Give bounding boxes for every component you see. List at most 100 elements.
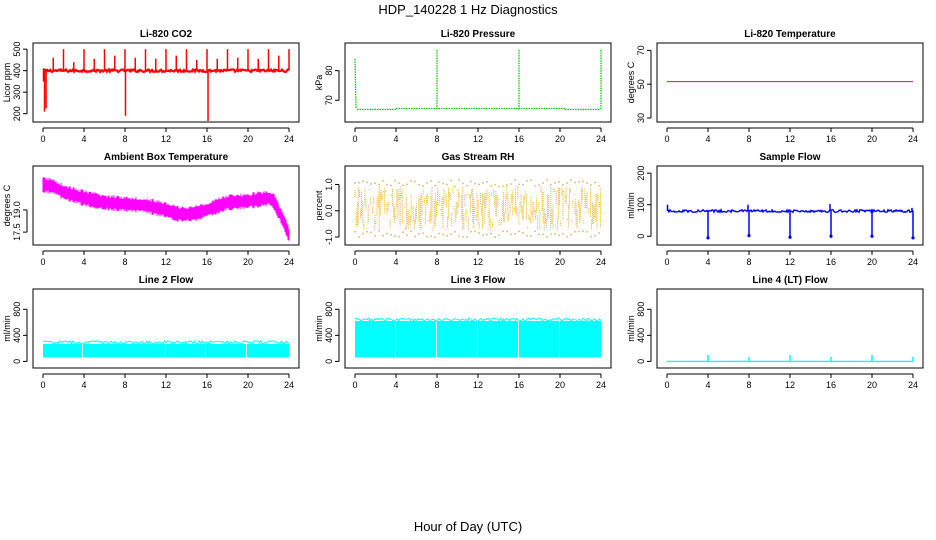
y-axis-label: ml/min: [626, 315, 636, 342]
flow-band: [559, 321, 601, 358]
x-tick-label: 0: [40, 134, 45, 144]
y-tick-label: 30: [636, 113, 646, 123]
y-axis-label: degrees C: [626, 61, 636, 103]
flow-band: [518, 321, 559, 358]
panel-title: Gas Stream RH: [442, 152, 515, 163]
x-tick-label: 20: [867, 257, 877, 267]
pressure-trace: [354, 58, 357, 110]
x-tick-label: 16: [826, 257, 836, 267]
panel-frame: [656, 288, 924, 369]
x-tick-label: 4: [705, 380, 710, 390]
x-tick-label: 16: [514, 257, 524, 267]
trace-point: [870, 234, 874, 238]
panel-title: Li-820 Temperature: [744, 29, 836, 40]
x-tick-label: 16: [826, 380, 836, 390]
panel-frame: [344, 165, 612, 246]
flow-band: [246, 343, 289, 358]
y-tick-label: 70: [636, 45, 646, 55]
x-tick-label: 4: [705, 257, 710, 267]
y-axis-label: percent: [314, 190, 324, 221]
trace-point: [706, 236, 710, 240]
panel-frame: [344, 42, 612, 123]
y-tick-label: 80: [324, 66, 334, 76]
x-axis-title: Hour of Day (UTC): [414, 519, 522, 534]
x-tick-label: 24: [596, 257, 606, 267]
x-tick-label: 8: [434, 380, 439, 390]
y-tick-label: 0.0: [324, 205, 334, 218]
x-tick-label: 4: [81, 380, 86, 390]
flow-band: [82, 343, 165, 358]
y-tick-label: -1.0: [324, 229, 334, 245]
x-tick-label: 4: [705, 134, 710, 144]
x-tick-label: 24: [908, 380, 918, 390]
panel-title: Ambient Box Temperature: [104, 152, 229, 163]
chart-panel-3: Li-820 Temperature 0 4 8 12 16 20 24 30 50 70degre…: [626, 29, 924, 144]
panel-title: Line 4 (LT) Flow: [752, 275, 828, 286]
y-tick-label: 800: [636, 302, 646, 317]
x-tick-label: 12: [785, 380, 795, 390]
y-axis-label: ml/min: [626, 192, 636, 219]
y-tick-label: 200: [12, 106, 22, 121]
y-tick-label: 17.5: [12, 223, 22, 241]
flow-band-edge: [42, 339, 290, 345]
y-axis-label: ml/min: [314, 315, 324, 342]
panel-title: Sample Flow: [759, 152, 820, 163]
flow-band: [43, 343, 82, 358]
x-tick-label: 20: [243, 380, 253, 390]
y-tick-label: 200: [636, 166, 646, 181]
x-tick-label: 20: [867, 134, 877, 144]
x-tick-label: 0: [352, 257, 357, 267]
y-tick-label: 0: [636, 234, 646, 239]
panel-title: Line 3 Flow: [451, 275, 506, 286]
panel-title: Line 2 Flow: [139, 275, 194, 286]
x-tick-label: 12: [161, 380, 171, 390]
y-tick-label: 50: [636, 79, 646, 89]
y-tick-label: 0: [324, 359, 334, 364]
x-tick-label: 24: [284, 134, 294, 144]
x-tick-label: 24: [596, 134, 606, 144]
x-tick-label: 16: [514, 380, 524, 390]
x-tick-label: 24: [284, 257, 294, 267]
x-tick-label: 4: [81, 257, 86, 267]
x-tick-label: 16: [826, 134, 836, 144]
rh-outliers: [354, 179, 600, 239]
chart-panel-5: Gas Stream RH 0 4 8 12 16 20 24 -1.0 0.0 1.0percen…: [314, 152, 612, 267]
y-axis-label: ml/min: [2, 315, 12, 342]
x-tick-label: 8: [746, 134, 751, 144]
y-tick-label: 300: [12, 85, 22, 100]
trace-point: [829, 234, 833, 238]
flow-band: [477, 321, 518, 358]
x-tick-label: 12: [161, 257, 171, 267]
x-tick-label: 8: [122, 257, 127, 267]
x-tick-label: 12: [473, 257, 483, 267]
x-tick-label: 8: [122, 134, 127, 144]
x-tick-label: 4: [81, 134, 86, 144]
x-tick-label: 12: [785, 257, 795, 267]
x-tick-label: 20: [555, 380, 565, 390]
flow-band: [355, 321, 395, 358]
x-tick-label: 0: [40, 257, 45, 267]
x-tick-label: 8: [746, 257, 751, 267]
flow-band: [205, 343, 246, 358]
chart-panel-4: Ambient Box Temperature 0 4 8 12 16 20 24 17.5 19…: [2, 152, 300, 267]
flow-band: [395, 321, 436, 358]
y-tick-label: 0: [12, 359, 22, 364]
figure-title: HDP_140228 1 Hz Diagnostics: [378, 2, 558, 17]
y-tick-label: 19.0: [12, 201, 22, 219]
x-tick-label: 0: [664, 257, 669, 267]
x-tick-label: 20: [243, 257, 253, 267]
x-tick-label: 20: [555, 257, 565, 267]
flow-band: [165, 343, 205, 358]
trace-point: [788, 235, 792, 239]
x-tick-label: 12: [785, 134, 795, 144]
x-tick-label: 8: [122, 380, 127, 390]
y-axis-label: Licor ppm: [2, 63, 12, 103]
y-tick-label: 400: [636, 328, 646, 343]
panel-title: Li-820 Pressure: [441, 29, 516, 40]
